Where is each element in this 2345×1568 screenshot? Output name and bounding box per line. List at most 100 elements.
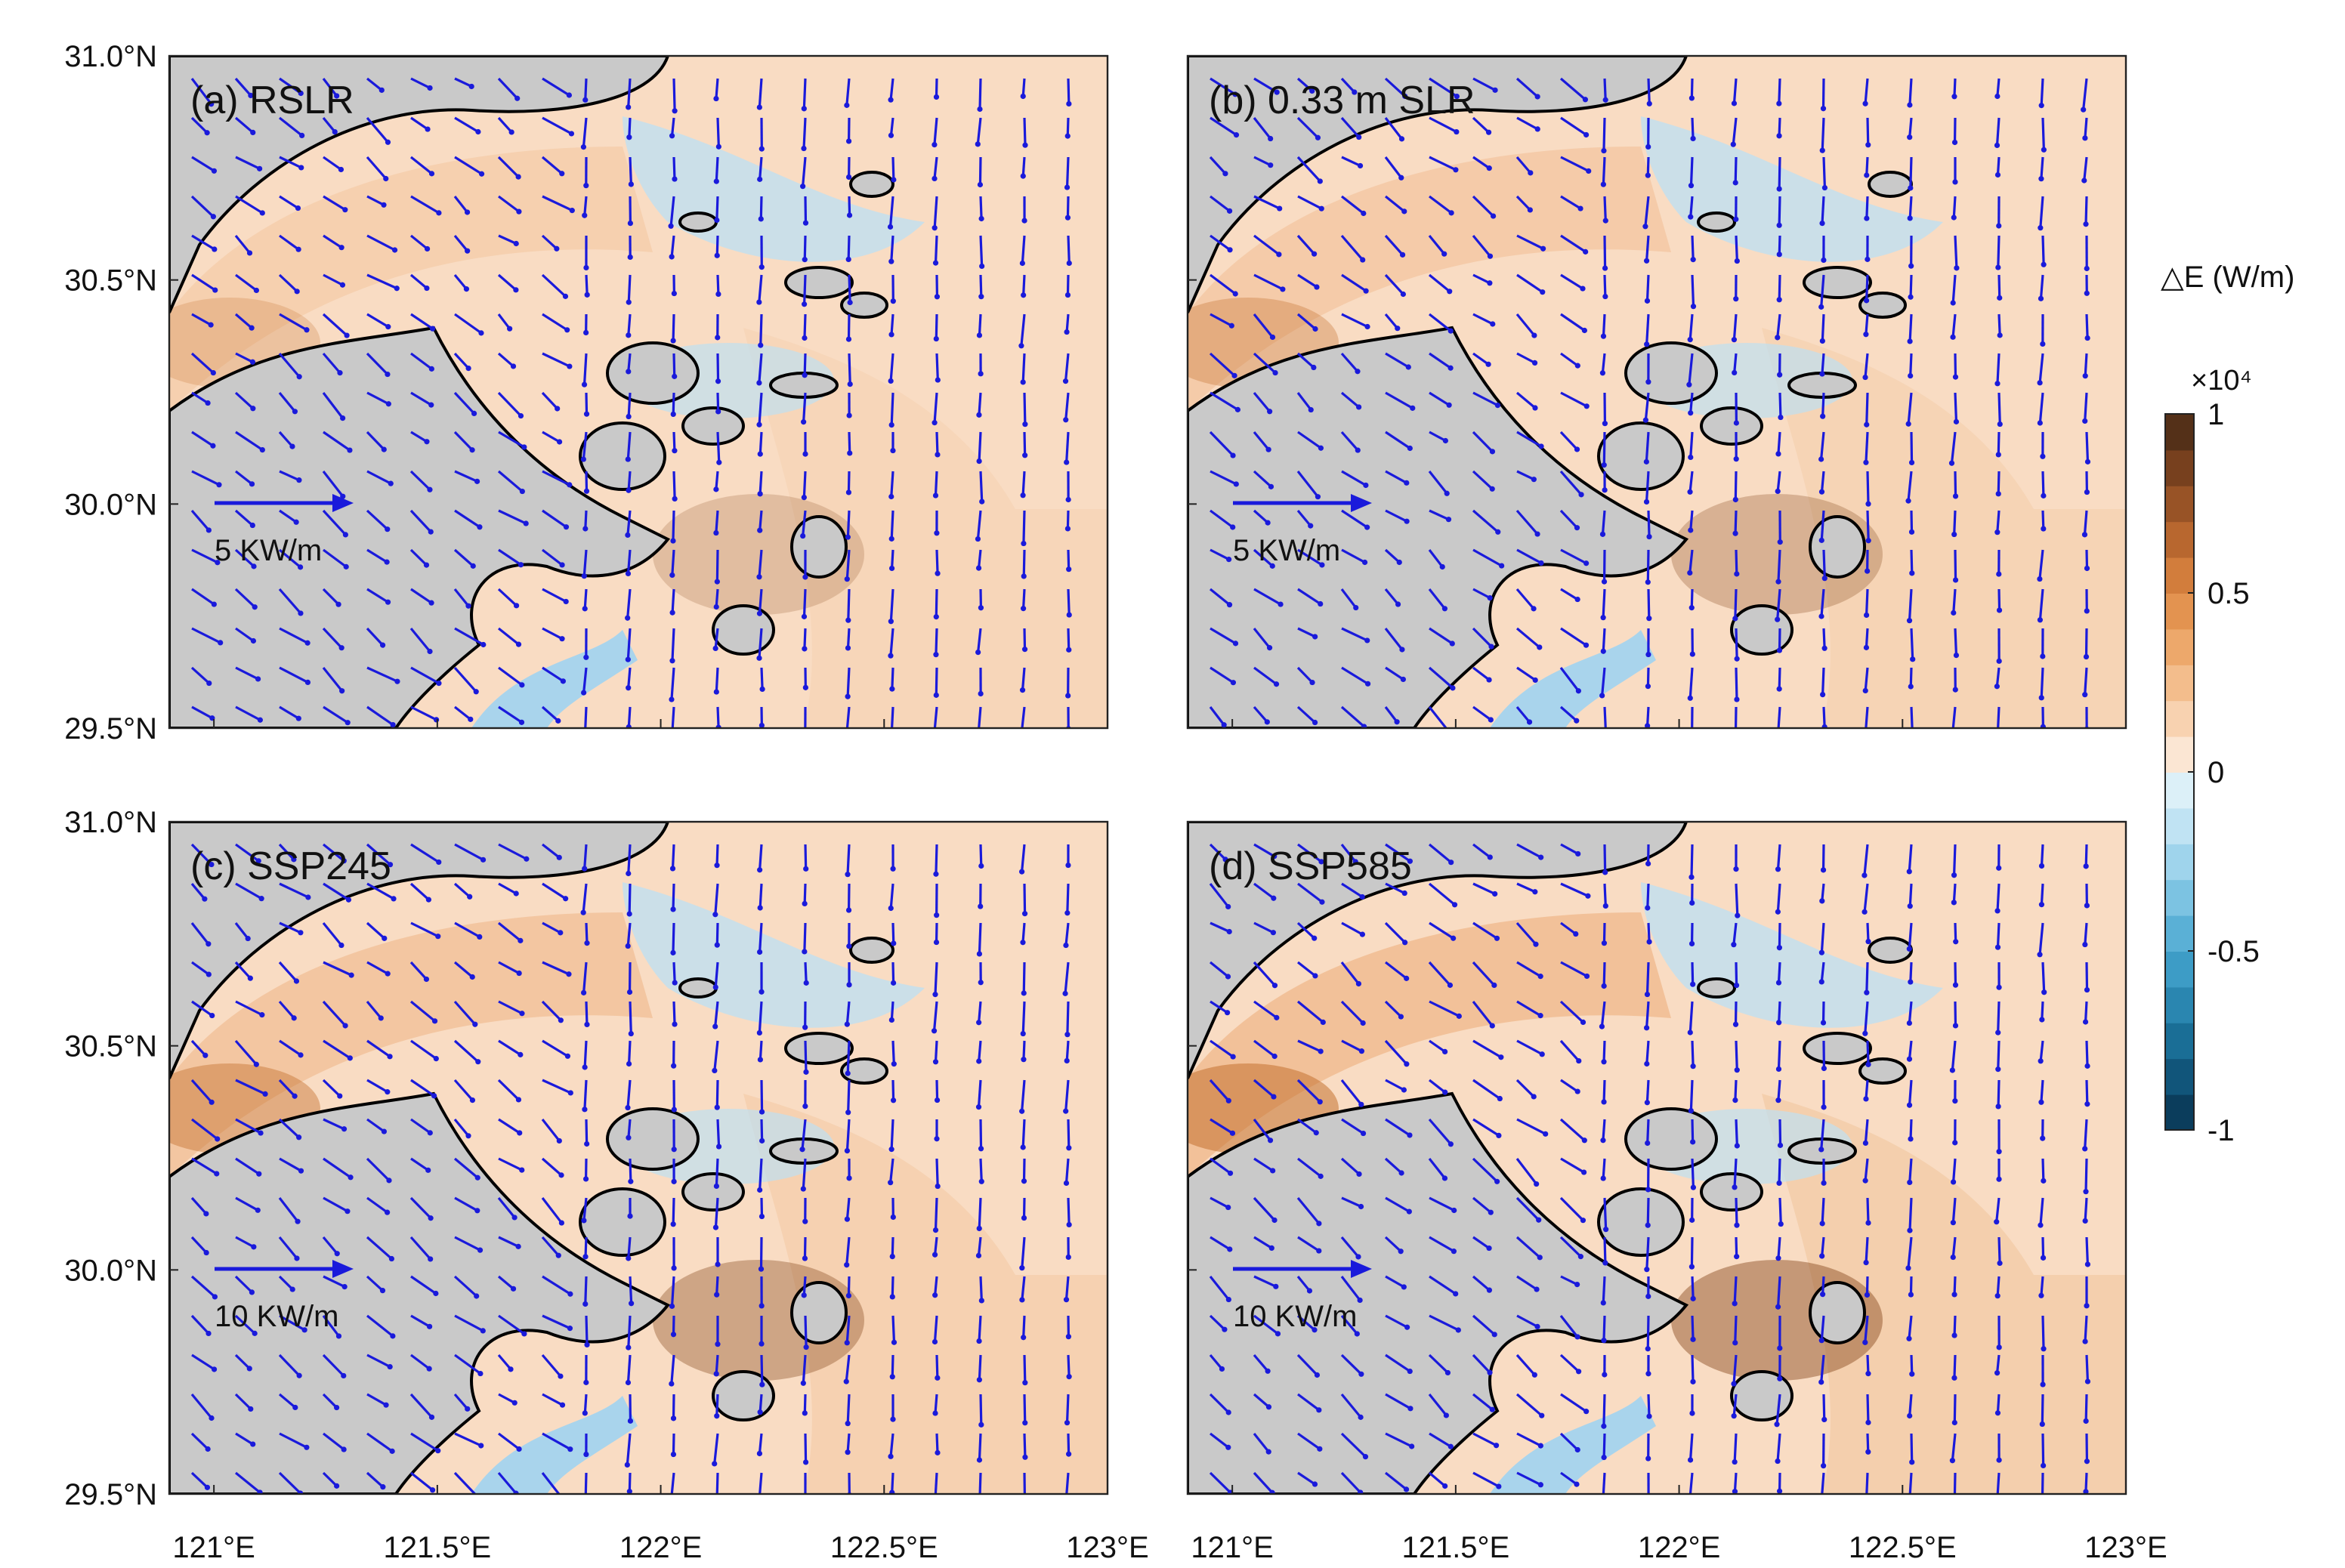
- vector: [498, 1039, 521, 1056]
- vector-head: [1316, 1407, 1322, 1413]
- vector-head: [713, 178, 719, 184]
- vector-head: [581, 690, 587, 696]
- vector-head: [1733, 731, 1738, 736]
- vector-head: [475, 1059, 481, 1065]
- vector: [1777, 1079, 1781, 1100]
- vector-head: [714, 1501, 719, 1506]
- vector: [1560, 548, 1587, 565]
- vector: [410, 1432, 439, 1452]
- vector-head: [556, 854, 562, 860]
- vector-head: [259, 1012, 265, 1018]
- vector-head: [756, 104, 762, 110]
- vector: [1996, 883, 2001, 912]
- vector: [498, 1118, 521, 1134]
- vector-head: [1317, 178, 1323, 184]
- vector-head: [978, 605, 984, 611]
- vector-head: [341, 1372, 347, 1379]
- vector-head: [1538, 854, 1544, 860]
- vector-head: [1273, 1283, 1279, 1289]
- vector: [670, 667, 675, 700]
- colorbar-tick-label: 1: [2208, 398, 2224, 431]
- vector-head: [294, 1255, 300, 1261]
- vector-head: [802, 451, 808, 457]
- vector-head: [558, 930, 564, 936]
- vector-head: [1576, 1369, 1582, 1375]
- vector: [279, 1157, 302, 1172]
- vector: [1954, 392, 1958, 422]
- vector-head: [516, 208, 522, 215]
- vector-head: [1734, 571, 1740, 577]
- vector-head: [1995, 264, 2001, 270]
- vector: [1297, 961, 1316, 977]
- vector: [234, 1275, 253, 1294]
- vector-head: [2082, 373, 2088, 379]
- vector: [976, 117, 982, 145]
- vector-head: [714, 579, 720, 585]
- vector: [366, 195, 385, 206]
- vector-head: [1528, 170, 1534, 176]
- vector: [1996, 510, 2001, 532]
- vector: [190, 1196, 208, 1215]
- vector: [1253, 1119, 1271, 1141]
- vector-head: [480, 641, 487, 648]
- vector-head: [888, 132, 894, 138]
- vector: [541, 156, 563, 175]
- vector-head: [712, 912, 718, 918]
- vector: [848, 431, 851, 453]
- vector: [191, 273, 216, 292]
- vector-head: [2084, 290, 2090, 296]
- vector: [1472, 548, 1503, 567]
- vector-head: [1864, 215, 1870, 221]
- vector-head: [1019, 1108, 1025, 1114]
- vector: [1602, 117, 1606, 151]
- vector: [410, 1157, 429, 1171]
- vector-head: [1534, 94, 1540, 100]
- vector-head: [1499, 563, 1505, 569]
- vector-head: [295, 715, 301, 721]
- vector-head: [1225, 1296, 1231, 1303]
- vector: [1340, 705, 1365, 728]
- vector-head: [1775, 616, 1781, 622]
- vector-head: [1862, 1339, 1868, 1345]
- vector-head: [978, 1298, 984, 1304]
- vector-head: [247, 975, 253, 981]
- vector: [1210, 77, 1236, 96]
- vector: [1560, 234, 1587, 253]
- vector: [1253, 961, 1276, 986]
- vector: [671, 588, 675, 613]
- vector-head: [480, 1328, 486, 1334]
- vector-head: [1994, 684, 2000, 690]
- vector-head: [933, 94, 940, 100]
- vector: [234, 234, 251, 254]
- vector-head: [2084, 265, 2090, 272]
- vector: [2040, 1276, 2044, 1296]
- vector-head: [1906, 946, 1912, 952]
- shading: [743, 328, 1108, 728]
- vector-head: [259, 446, 265, 453]
- vector-head: [888, 1017, 894, 1023]
- vector-head: [1688, 527, 1694, 533]
- vector: [804, 961, 808, 983]
- vector-head: [347, 1055, 353, 1061]
- vector-head: [1602, 487, 1608, 493]
- vector-head: [1687, 1495, 1692, 1500]
- vector: [891, 1236, 894, 1257]
- vector-head: [293, 978, 300, 984]
- vector-head: [563, 524, 570, 530]
- vector: [410, 352, 433, 370]
- vector: [409, 234, 428, 250]
- vector-head: [257, 165, 263, 171]
- vector-head: [1401, 208, 1407, 215]
- vector-head: [2040, 453, 2046, 459]
- vector: [1602, 1079, 1606, 1102]
- vector: [1647, 1394, 1651, 1417]
- vector-head: [257, 717, 263, 723]
- vector-head: [1863, 644, 1870, 650]
- vector: [1472, 1079, 1501, 1100]
- vector-head: [304, 327, 310, 333]
- vector-head: [518, 1051, 524, 1057]
- vector-head: [847, 381, 853, 387]
- shading: [169, 912, 653, 1177]
- vector-head: [1996, 1457, 2002, 1463]
- vector: [1340, 234, 1364, 261]
